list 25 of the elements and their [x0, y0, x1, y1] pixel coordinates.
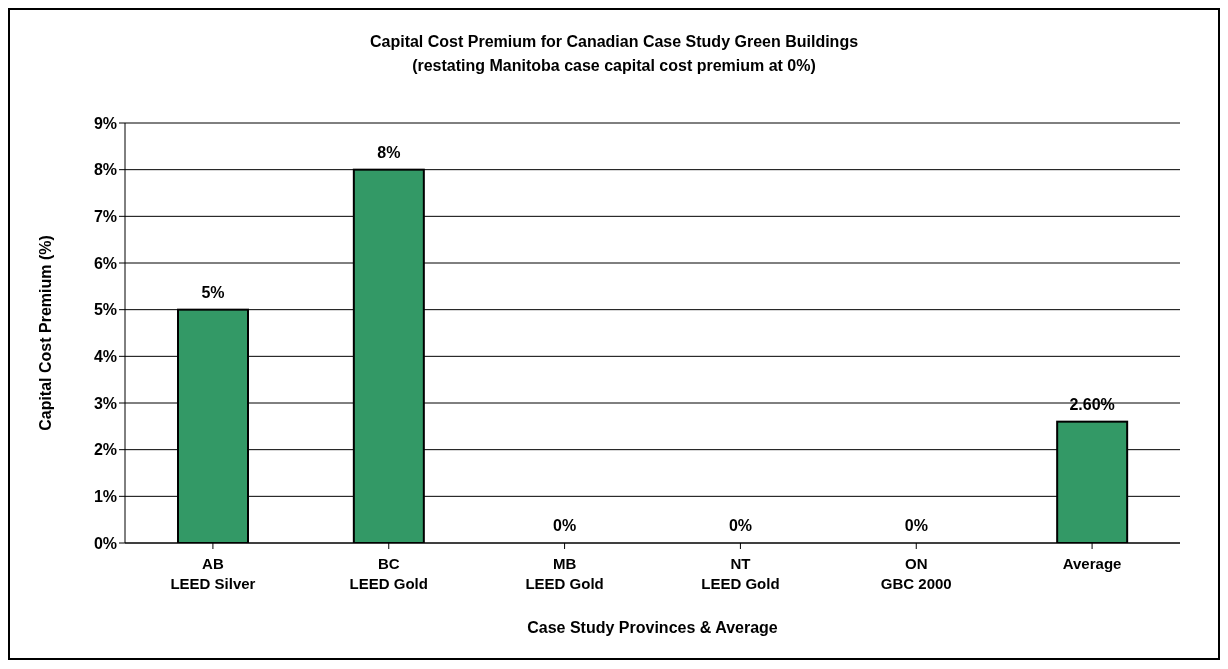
data-label: 5% [201, 283, 225, 301]
y-axis-title: Capital Cost Premium (%) [36, 235, 54, 431]
y-tick-label: 8% [93, 161, 117, 179]
data-label: 8% [377, 143, 401, 161]
y-tick-label: 4% [93, 348, 117, 366]
data-label: 2.60% [1069, 395, 1115, 413]
y-tick-label: 3% [93, 394, 117, 412]
y-tick-label: 0% [93, 534, 117, 552]
x-tick-label: ON GBC 2000 [880, 555, 952, 592]
y-tick-label: 9% [93, 114, 117, 132]
x-axis-title: Case Study Provinces & Average [527, 619, 778, 636]
x-tick-label: Average [1062, 555, 1122, 572]
chart-title: Capital Cost Premium for Canadian Case Study Green Buildings (restating Manitoba case capital cost premium at 0%) [368, 32, 860, 76]
data-label: 0% [904, 517, 928, 534]
y-tick-label: 7% [93, 208, 117, 226]
y-tick-label: 5% [93, 301, 117, 319]
data-label: 0% [553, 517, 577, 534]
x-tick-label: NT LEED Gold [701, 555, 780, 592]
y-tick-label: 6% [93, 254, 117, 272]
x-tick-label: AB LEED Silver [170, 555, 256, 592]
x-tick-label: BC LEED Gold [349, 555, 428, 592]
y-tick-label: 2% [93, 441, 117, 459]
data-label: 0% [728, 517, 753, 534]
y-tick-label: 1% [93, 488, 117, 506]
x-tick-label: MB LEED Gold [525, 555, 604, 592]
